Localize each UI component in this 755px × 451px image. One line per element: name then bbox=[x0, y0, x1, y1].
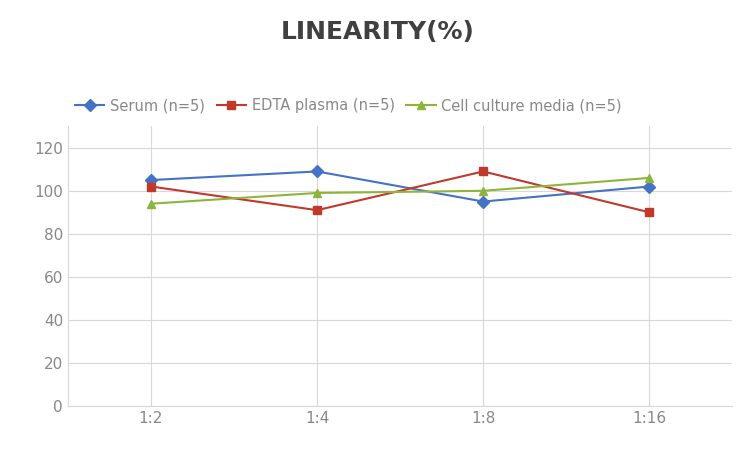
Line: EDTA plasma (n=5): EDTA plasma (n=5) bbox=[146, 167, 654, 216]
Serum (n=5) bbox=[146, 177, 156, 183]
Line: Serum (n=5): Serum (n=5) bbox=[146, 167, 654, 206]
Cell culture media (n=5) bbox=[479, 188, 488, 193]
Line: Cell culture media (n=5): Cell culture media (n=5) bbox=[146, 174, 654, 208]
Serum (n=5) bbox=[313, 169, 322, 174]
Cell culture media (n=5) bbox=[645, 175, 654, 180]
Legend: Serum (n=5), EDTA plasma (n=5), Cell culture media (n=5): Serum (n=5), EDTA plasma (n=5), Cell cul… bbox=[76, 98, 622, 113]
EDTA plasma (n=5) bbox=[313, 207, 322, 213]
EDTA plasma (n=5) bbox=[479, 169, 488, 174]
Text: LINEARITY(%): LINEARITY(%) bbox=[281, 19, 474, 44]
Serum (n=5) bbox=[645, 184, 654, 189]
Cell culture media (n=5) bbox=[313, 190, 322, 196]
Serum (n=5) bbox=[479, 199, 488, 204]
EDTA plasma (n=5) bbox=[645, 210, 654, 215]
EDTA plasma (n=5) bbox=[146, 184, 156, 189]
Cell culture media (n=5) bbox=[146, 201, 156, 207]
